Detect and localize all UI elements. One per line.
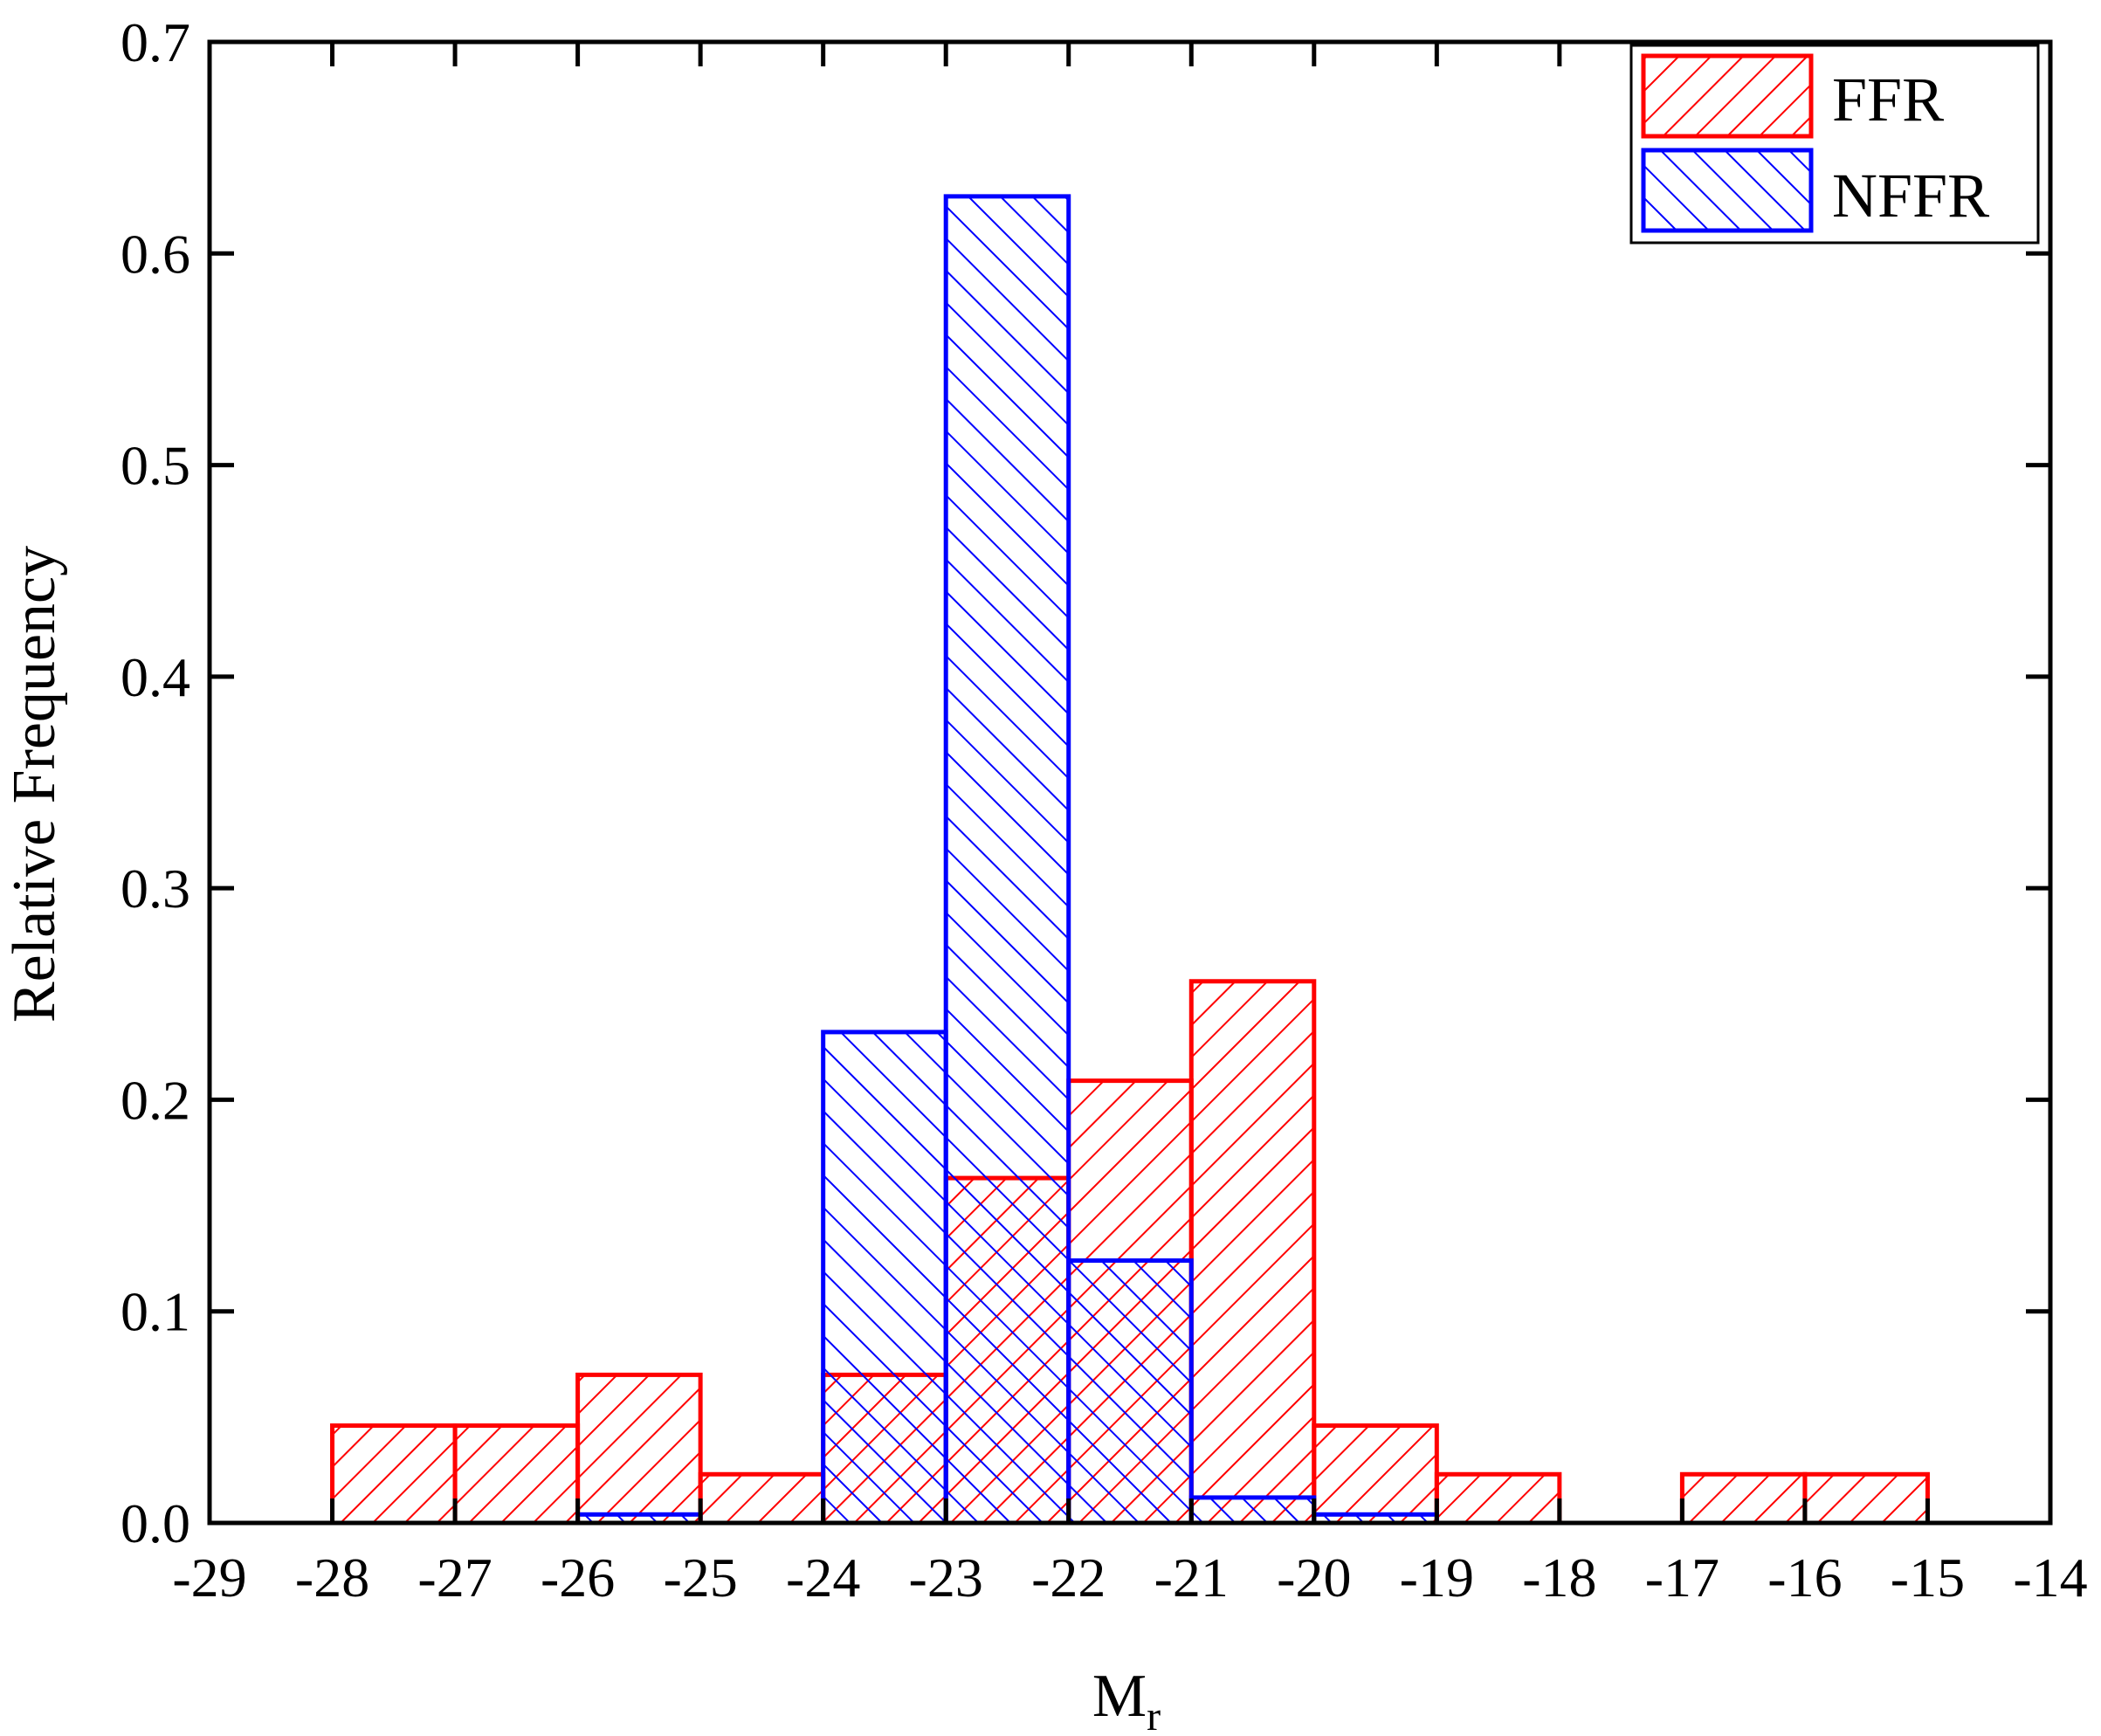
nffr-bar-4 bbox=[1188, 1495, 1317, 1526]
y-tick-label-5: 0.5 bbox=[121, 435, 190, 497]
x-tick-label-2: -27 bbox=[417, 1547, 492, 1609]
ffr-bar-7 bbox=[1188, 979, 1317, 1526]
nffr-bar-2 bbox=[943, 194, 1071, 1526]
y-tick-label-2: 0.2 bbox=[121, 1069, 190, 1131]
x-tick-label-10: -19 bbox=[1400, 1547, 1474, 1609]
y-tick-label-4: 0.4 bbox=[121, 646, 190, 708]
x-axis-title-subscript: r bbox=[1147, 1693, 1161, 1736]
x-tick-labels: -29 -28 -27 -26 -25 -24 -23 -22 -21 -20 -19 -18 -17-… bbox=[172, 1547, 2087, 1609]
x-tick-label-6: -23 bbox=[909, 1547, 983, 1609]
legend-label-nffr: NFFR bbox=[1832, 161, 1989, 231]
legend-label-ffr: FFR bbox=[1832, 65, 1944, 134]
plot-frame bbox=[207, 39, 2053, 1526]
x-tick-label-8: -21 bbox=[1154, 1547, 1229, 1609]
y-tick-label-0: 0.0 bbox=[121, 1492, 190, 1554]
x-axis-title: Mr bbox=[1092, 1663, 1161, 1736]
x-tick-label-12: -17 bbox=[1645, 1547, 1719, 1609]
x-tick-label-7: -22 bbox=[1031, 1547, 1106, 1609]
x-tick-label-5: -24 bbox=[786, 1547, 860, 1609]
x-tick-label-13: -16 bbox=[1767, 1547, 1842, 1609]
y-axis-title: Relative Frequency bbox=[1, 546, 68, 1023]
ffr-bar-2 bbox=[575, 1372, 703, 1526]
nffr-bars bbox=[575, 194, 1439, 1526]
ffr-bar-10 bbox=[1679, 1471, 1808, 1526]
x-tick-label-4: -25 bbox=[663, 1547, 737, 1609]
legend-swatch-ffr bbox=[1641, 53, 1814, 139]
y-tick-label-1: 0.1 bbox=[121, 1281, 190, 1343]
legend-swatch-nffr bbox=[1641, 148, 1814, 233]
ffr-bar-9 bbox=[1434, 1471, 1562, 1526]
ffr-bar-3 bbox=[698, 1471, 826, 1526]
x-tick-label-3: -26 bbox=[541, 1547, 615, 1609]
ffr-bar-8 bbox=[1312, 1423, 1439, 1526]
y-tick-labels: 0.0 0.1 0.2 0.3 0.4 0.5 0.6 0.7 bbox=[121, 11, 190, 1554]
x-tick-label-11: -18 bbox=[1522, 1547, 1596, 1609]
x-tick-label-9: -20 bbox=[1277, 1547, 1351, 1609]
x-tick-label-1: -28 bbox=[295, 1547, 369, 1609]
y-tick-label-7: 0.7 bbox=[121, 11, 190, 73]
ffr-bar-1 bbox=[452, 1423, 581, 1526]
nffr-bar-3 bbox=[1066, 1258, 1194, 1526]
y-tick-label-6: 0.6 bbox=[121, 223, 190, 285]
x-tick-label-14: -15 bbox=[1891, 1547, 1965, 1609]
nffr-bar-1 bbox=[821, 1030, 948, 1526]
x-tick-label-0: -29 bbox=[172, 1547, 246, 1609]
legend: FFR NFFR bbox=[1629, 44, 2040, 245]
ffr-bar-11 bbox=[1802, 1471, 1930, 1526]
y-tick-label-3: 0.3 bbox=[121, 858, 190, 920]
x-tick-label-15: -14 bbox=[2013, 1547, 2087, 1609]
ffr-bar-0 bbox=[330, 1423, 458, 1526]
x-axis-title-main: M bbox=[1092, 1663, 1147, 1730]
